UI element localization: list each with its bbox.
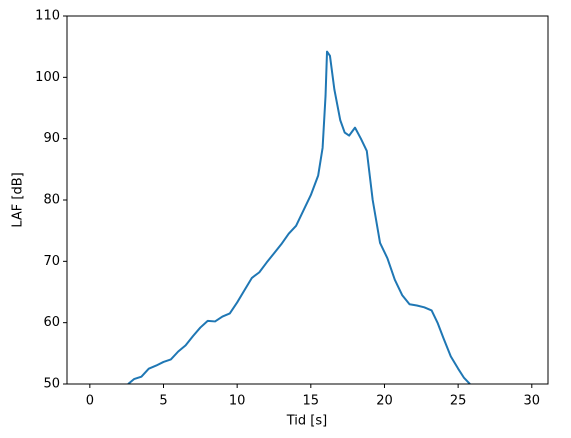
y-tick-label: 60 xyxy=(43,315,60,330)
y-tick-label: 50 xyxy=(43,377,60,392)
y-tick-label: 100 xyxy=(35,70,60,85)
x-tick-label: 5 xyxy=(159,394,167,409)
data-line xyxy=(127,50,471,384)
x-tick-label: 20 xyxy=(376,394,393,409)
x-tick-label: 15 xyxy=(303,394,320,409)
x-tick-label: 25 xyxy=(450,394,467,409)
y-tick-label: 70 xyxy=(43,254,60,269)
plot-frame xyxy=(66,15,549,385)
x-tick-label: 30 xyxy=(524,394,541,409)
y-axis-label: LAF [dB] xyxy=(11,172,26,227)
y-tick-label: 90 xyxy=(43,131,60,146)
x-tick-label: 10 xyxy=(229,394,246,409)
y-tick-label: 110 xyxy=(35,9,60,24)
y-tick-label: 80 xyxy=(43,193,60,208)
x-axis-label: Tid [s] xyxy=(286,414,327,429)
x-tick-label: 0 xyxy=(86,394,94,409)
